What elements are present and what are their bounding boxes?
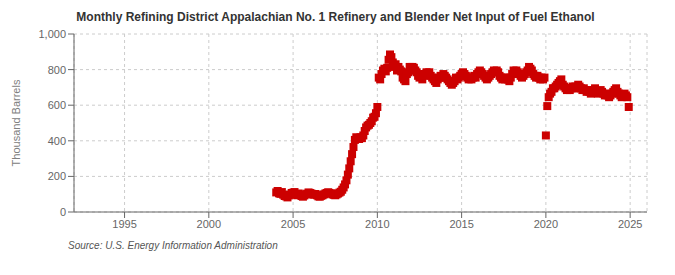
- svg-text:2020: 2020: [534, 218, 558, 230]
- svg-text:200: 200: [48, 170, 66, 182]
- svg-text:1995: 1995: [112, 218, 136, 230]
- svg-text:400: 400: [48, 135, 66, 147]
- svg-text:2010: 2010: [365, 218, 389, 230]
- svg-text:2015: 2015: [449, 218, 473, 230]
- svg-text:2005: 2005: [281, 218, 305, 230]
- html-text:Monthly Refining District Appa: Monthly Refining District Appalachian No…: [76, 10, 595, 24]
- svg-text:1,000: 1,000: [38, 28, 66, 40]
- svg-text:800: 800: [48, 64, 66, 76]
- svg-text:Thousand Barrels: Thousand Barrels: [10, 79, 22, 166]
- svg-text:600: 600: [48, 99, 66, 111]
- svg-text:2025: 2025: [618, 218, 642, 230]
- html-text:Source: U.S. Energy Informatio: Source: U.S. Energy Information Administ…: [68, 240, 278, 251]
- svg-text:0: 0: [60, 206, 66, 218]
- svg-text:2000: 2000: [197, 218, 221, 230]
